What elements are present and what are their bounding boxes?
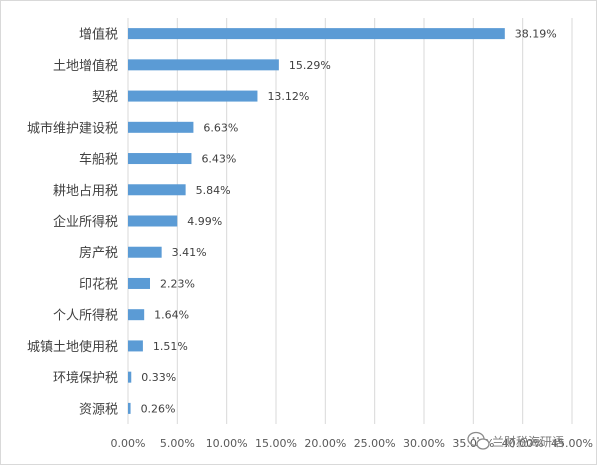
value-label: 1.64% — [154, 309, 189, 322]
bar — [128, 28, 505, 40]
bars — [128, 28, 505, 414]
category-label: 土地增值税 — [53, 58, 118, 74]
x-tick-labels: 0.00% 5.00% 10.00% 15.00% 20.00% 25.00% 30.00%… — [111, 437, 593, 450]
value-label: 15.29% — [289, 59, 331, 72]
bar — [128, 121, 194, 133]
x-tick-label: 45.00% — [551, 437, 593, 450]
bar — [128, 90, 258, 102]
bar — [128, 371, 132, 383]
wechat-icon — [467, 431, 490, 450]
value-label: 6.43% — [201, 153, 236, 166]
category-label: 个人所得税 — [53, 308, 118, 324]
category-label: 城市维护建设税 — [27, 120, 118, 136]
category-label: 车船税 — [79, 152, 118, 168]
x-tick-label: 30.00% — [403, 437, 445, 450]
x-tick-label: 5.00% — [160, 437, 195, 450]
category-label: 环境保护税 — [53, 371, 118, 386]
bar — [128, 153, 192, 165]
value-label: 5.84% — [196, 184, 231, 197]
value-label: 6.63% — [203, 121, 238, 134]
category-label: 房产税 — [79, 245, 118, 261]
bar — [128, 59, 279, 71]
bar — [128, 402, 131, 414]
watermark-text: 兰财税海研语 — [492, 434, 564, 449]
bar — [128, 215, 178, 227]
value-label: 4.99% — [187, 215, 222, 228]
category-label: 资源税 — [79, 402, 118, 417]
category-label: 耕地占用税 — [53, 183, 118, 199]
x-tick-label: 25.00% — [354, 437, 396, 450]
value-label: 3.41% — [172, 246, 207, 259]
value-label: 0.33% — [141, 371, 176, 384]
value-label: 2.23% — [160, 277, 195, 290]
category-label: 增值税 — [79, 27, 118, 43]
bar — [128, 309, 145, 321]
category-labels: 增值税土地增值税契税城市维护建设税车船税耕地占用税企业所得税房产税印花税个人所得… — [27, 27, 118, 418]
bar — [128, 277, 151, 289]
x-tick-label: 0.00% — [111, 437, 146, 450]
value-label: 0.26% — [141, 402, 176, 415]
x-tick-label: 15.00% — [255, 437, 297, 450]
x-tick-label: 10.00% — [206, 437, 248, 450]
category-label: 企业所得税 — [53, 214, 118, 230]
bar — [128, 184, 186, 196]
value-label: 13.12% — [267, 90, 309, 103]
category-label: 契税 — [92, 90, 118, 105]
bar — [128, 340, 143, 352]
bar — [128, 246, 162, 258]
watermark: 兰财税海研语 — [467, 431, 564, 450]
value-label: 1.51% — [153, 340, 188, 353]
value-labels: 38.19% 15.29% 13.12% 6.63% 6.43% 5.84% 4.99% 3.… — [141, 28, 557, 416]
x-tick-label: 20.00% — [304, 437, 346, 450]
x-tick-label: 40.00% — [502, 437, 544, 450]
grid-lines — [127, 18, 573, 424]
category-label: 印花税 — [79, 276, 118, 292]
category-label: 城镇土地使用税 — [27, 339, 118, 355]
value-label: 38.19% — [515, 28, 557, 41]
